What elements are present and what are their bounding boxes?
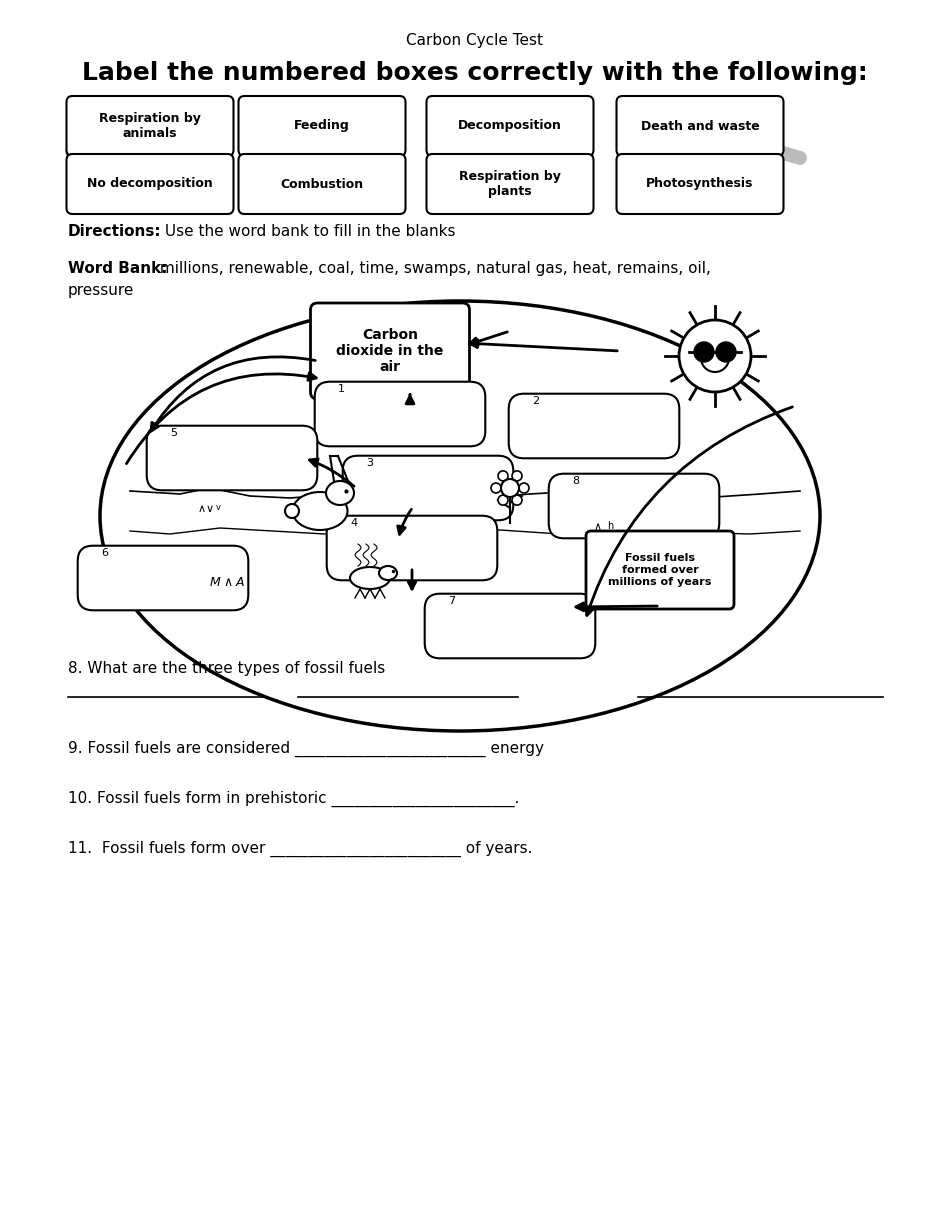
FancyBboxPatch shape <box>617 96 784 156</box>
Circle shape <box>679 320 751 392</box>
Text: Use the word bank to fill in the blanks: Use the word bank to fill in the blanks <box>160 224 455 239</box>
FancyBboxPatch shape <box>238 154 406 215</box>
Text: Carbon Cycle Test: Carbon Cycle Test <box>407 33 543 49</box>
Text: Word Bank:: Word Bank: <box>68 261 167 276</box>
Text: 3: 3 <box>366 459 373 468</box>
Circle shape <box>285 504 299 519</box>
FancyBboxPatch shape <box>549 473 719 538</box>
FancyBboxPatch shape <box>617 154 784 215</box>
Text: 7: 7 <box>448 596 455 606</box>
Text: 8: 8 <box>572 476 580 485</box>
Text: Death and waste: Death and waste <box>640 119 759 132</box>
Text: Photosynthesis: Photosynthesis <box>646 178 753 190</box>
Circle shape <box>716 342 736 362</box>
FancyBboxPatch shape <box>146 425 317 490</box>
Text: 2: 2 <box>532 396 540 406</box>
FancyBboxPatch shape <box>508 394 679 459</box>
Ellipse shape <box>379 566 397 580</box>
FancyBboxPatch shape <box>343 456 513 520</box>
FancyBboxPatch shape <box>586 531 734 609</box>
Ellipse shape <box>293 492 348 530</box>
Text: 4: 4 <box>350 519 357 528</box>
FancyBboxPatch shape <box>314 381 485 446</box>
Text: Directions:: Directions: <box>68 224 162 239</box>
FancyBboxPatch shape <box>238 96 406 156</box>
Text: A: A <box>236 576 244 590</box>
Text: 5: 5 <box>170 428 177 438</box>
Text: v: v <box>216 504 220 512</box>
Circle shape <box>498 471 508 481</box>
Text: No decomposition: No decomposition <box>87 178 213 190</box>
Text: Combustion: Combustion <box>280 178 364 190</box>
Text: M: M <box>210 576 220 590</box>
Circle shape <box>694 342 714 362</box>
Text: 1: 1 <box>338 384 345 394</box>
Text: 9. Fossil fuels are considered _________________________ energy: 9. Fossil fuels are considered _________… <box>68 741 544 758</box>
FancyBboxPatch shape <box>427 96 594 156</box>
FancyBboxPatch shape <box>425 593 596 658</box>
Text: Feeding: Feeding <box>294 119 350 132</box>
Text: h: h <box>607 521 613 531</box>
Text: Label the numbered boxes correctly with the following:: Label the numbered boxes correctly with … <box>82 61 868 85</box>
Text: 11.  Fossil fuels form over _________________________ of years.: 11. Fossil fuels form over _____________… <box>68 841 533 857</box>
FancyBboxPatch shape <box>78 546 248 611</box>
Circle shape <box>498 495 508 505</box>
FancyBboxPatch shape <box>66 154 234 215</box>
Text: $\wedge$: $\wedge$ <box>223 576 233 590</box>
Circle shape <box>512 495 522 505</box>
Text: Fossil fuels
formed over
millions of years: Fossil fuels formed over millions of yea… <box>608 553 712 586</box>
Ellipse shape <box>350 566 390 588</box>
Text: Respiration by
plants: Respiration by plants <box>459 170 560 199</box>
Circle shape <box>519 483 529 493</box>
Text: millions, renewable, coal, time, swamps, natural gas, heat, remains, oil,: millions, renewable, coal, time, swamps,… <box>155 261 711 276</box>
Text: 6: 6 <box>101 548 108 558</box>
Ellipse shape <box>326 481 354 505</box>
FancyBboxPatch shape <box>327 516 497 580</box>
Text: pressure: pressure <box>68 283 134 298</box>
Circle shape <box>512 471 522 481</box>
Text: Decomposition: Decomposition <box>458 119 562 132</box>
Text: Carbon
dioxide in the
air: Carbon dioxide in the air <box>336 327 444 374</box>
Text: $\wedge$$\vee$: $\wedge$$\vee$ <box>197 503 214 514</box>
Circle shape <box>501 479 519 497</box>
Text: 8. What are the three types of fossil fuels: 8. What are the three types of fossil fu… <box>68 662 386 677</box>
FancyBboxPatch shape <box>66 96 234 156</box>
Text: Respiration by
animals: Respiration by animals <box>99 112 201 140</box>
FancyBboxPatch shape <box>311 303 469 398</box>
Text: 10. Fossil fuels form in prehistoric ________________________.: 10. Fossil fuels form in prehistoric ___… <box>68 791 520 807</box>
Circle shape <box>491 483 501 493</box>
FancyBboxPatch shape <box>427 154 594 215</box>
Ellipse shape <box>100 302 820 731</box>
Text: $\wedge$: $\wedge$ <box>593 521 601 532</box>
